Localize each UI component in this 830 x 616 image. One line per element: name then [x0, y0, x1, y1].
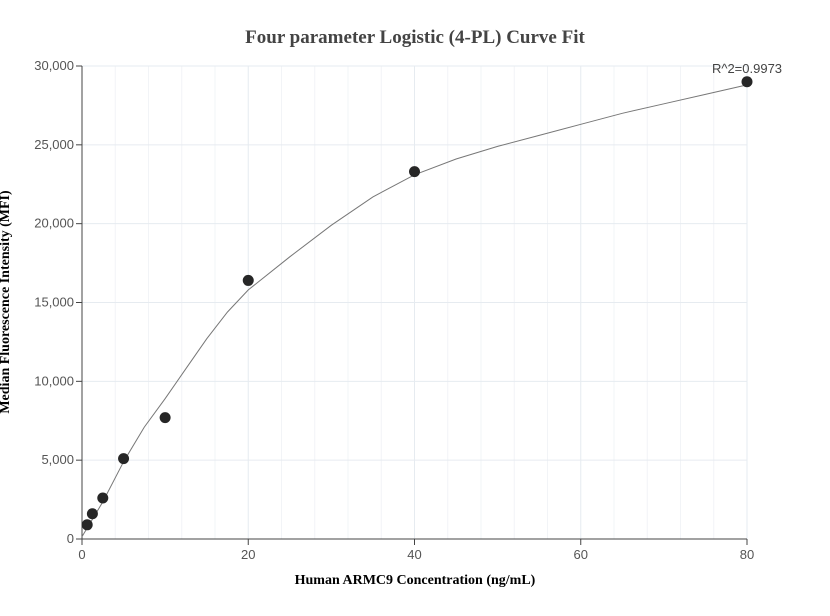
- x-tick-label: 60: [574, 547, 588, 562]
- grid: [82, 65, 748, 539]
- data-point: [81, 519, 93, 531]
- x-tick-label: 40: [407, 547, 421, 562]
- data-point: [741, 76, 753, 88]
- data-point: [97, 492, 109, 504]
- r-squared-annotation: R^2=0.9973: [712, 61, 782, 76]
- fit-curve: [81, 84, 748, 537]
- data-point: [118, 453, 130, 465]
- x-tick-label: 20: [241, 547, 255, 562]
- data-point: [86, 508, 98, 520]
- y-tick-label: 0: [67, 531, 74, 546]
- data-point: [409, 166, 420, 178]
- y-tick-label: 20,000: [34, 216, 74, 231]
- y-tick-label: 30,000: [34, 58, 74, 73]
- data-point: [159, 412, 171, 424]
- y-tick-label: 5,000: [41, 452, 74, 467]
- x-tick-label: 80: [740, 547, 754, 562]
- y-tick-label: 15,000: [34, 295, 74, 310]
- y-tick-label: 10,000: [34, 373, 74, 388]
- data-point: [242, 274, 254, 286]
- y-tick-label: 25,000: [34, 137, 74, 152]
- x-axis-title: Human ARMC9 Concentration (ng/mL): [295, 573, 536, 588]
- y-axis-title: Median Fluorescence Intensity (MFI): [0, 190, 13, 414]
- chart-title: Four parameter Logistic (4-PL) Curve Fit: [245, 27, 585, 48]
- ticks: 0 20 40 60 80 0 5,000 10,000 15,000 20,000 25,000 3…: [34, 58, 754, 562]
- x-tick-label: 0: [78, 547, 85, 562]
- data-points: [81, 76, 753, 531]
